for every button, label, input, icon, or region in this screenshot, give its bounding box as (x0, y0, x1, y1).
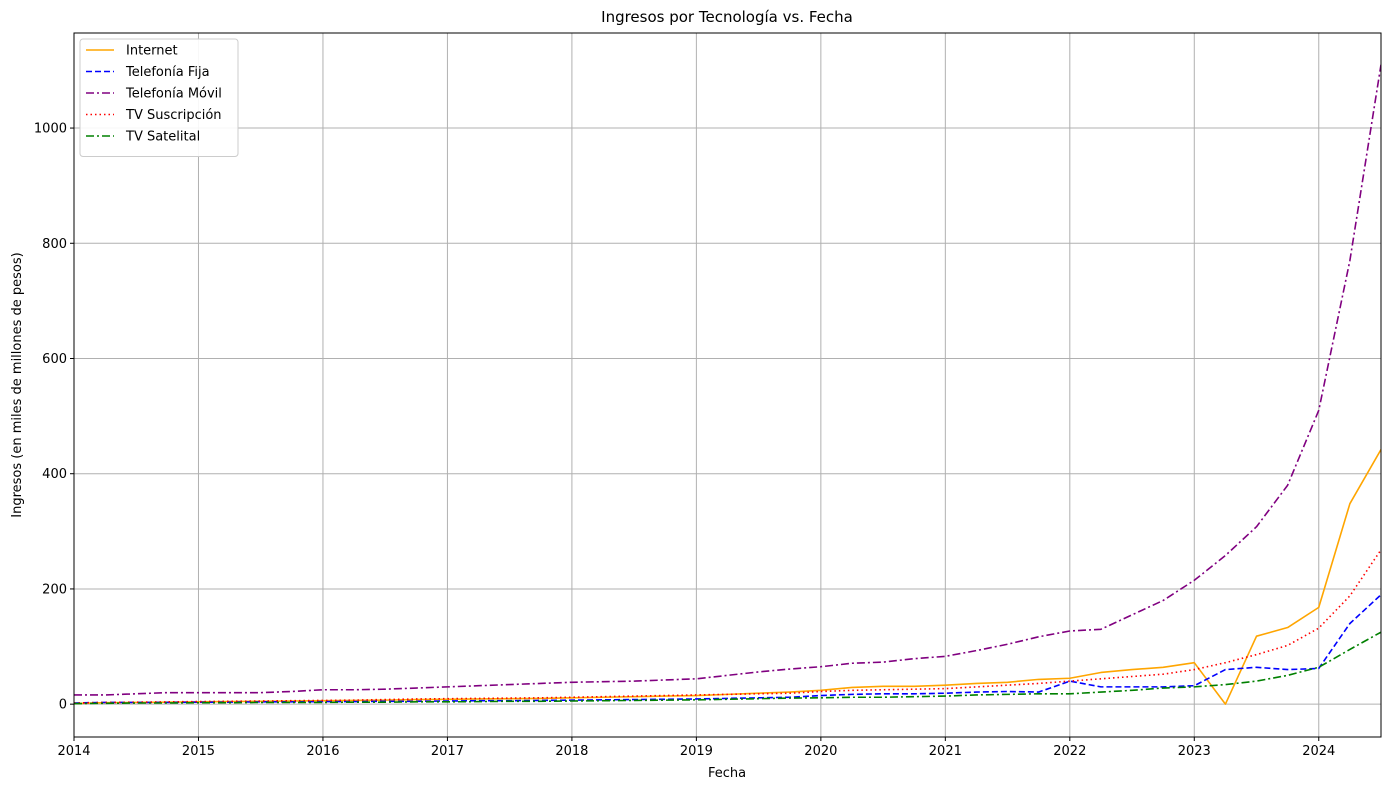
grid (73, 33, 1381, 737)
y-axis-label: Ingresos (en miles de millones de pesos) (10, 252, 25, 517)
x-tick-label: 2019 (680, 744, 713, 759)
legend-label: Telefonía Fija (125, 65, 210, 80)
x-tick-label: 2020 (804, 744, 837, 759)
y-tick-label: 0 (59, 698, 67, 713)
series-line-tv-suscripcion (74, 549, 1381, 704)
legend: Internet Telefonía Fija Telefonía Móvil TV … (79, 38, 239, 157)
legend-label: TV Suscripción (125, 108, 222, 123)
axis-ticks: 2014 2015 2016 2017 2018 2019 2020 2021 2022 2023… (34, 122, 1335, 759)
plot-frame (73, 32, 1382, 738)
x-tick-label: 2015 (182, 744, 215, 759)
x-tick-label: 2016 (306, 744, 339, 759)
x-axis-label: Fecha (708, 766, 746, 781)
x-tick-label: 2024 (1302, 744, 1335, 759)
legend-label: Telefonía Móvil (125, 87, 222, 102)
legend-label: TV Satelital (125, 130, 200, 145)
x-tick-label: 2023 (1178, 744, 1211, 759)
x-tick-label: 2014 (57, 744, 90, 759)
y-tick-label: 200 (42, 582, 67, 597)
series-line-telefonia-fija (74, 594, 1381, 704)
y-tick-label: 600 (42, 352, 67, 367)
legend-label: Internet (126, 44, 178, 59)
chart-title: Ingresos por Tecnología vs. Fecha (601, 8, 853, 26)
x-tick-label: 2018 (555, 744, 588, 759)
series-line-telefonia-movil (74, 64, 1381, 696)
x-tick-label: 2017 (431, 744, 464, 759)
x-tick-label: 2022 (1053, 744, 1086, 759)
series-line-tv-satelital (74, 631, 1381, 705)
series-lines (74, 64, 1381, 705)
y-tick-label: 800 (42, 237, 67, 252)
y-tick-label: 1000 (34, 122, 67, 137)
x-tick-label: 2021 (929, 744, 962, 759)
legend-box (79, 38, 239, 157)
y-tick-label: 400 (42, 467, 67, 482)
